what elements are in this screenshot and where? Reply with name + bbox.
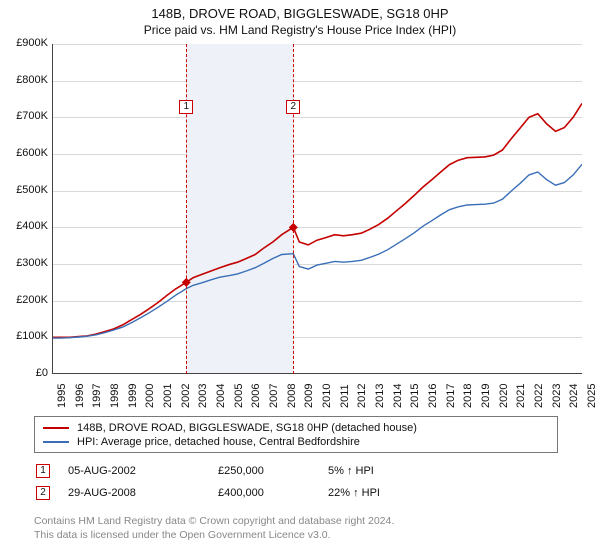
- event-marker-box: 2: [286, 100, 300, 114]
- y-tick-label: £700K: [4, 110, 48, 122]
- x-tick-label: 2008: [286, 384, 298, 408]
- event-row: 1 05-AUG-2002 £250,000 5% ↑ HPI: [34, 460, 558, 482]
- legend-label: 148B, DROVE ROAD, BIGGLESWADE, SG18 0HP …: [77, 422, 417, 434]
- legend-item: HPI: Average price, detached house, Cent…: [43, 435, 549, 449]
- x-tick-label: 2021: [515, 384, 527, 408]
- x-tick-label: 2020: [498, 384, 510, 408]
- x-tick-label: 1998: [109, 384, 121, 408]
- event-marker-box: 1: [36, 464, 50, 478]
- chart-subtitle: Price paid vs. HM Land Registry's House …: [0, 21, 600, 37]
- legend-label: HPI: Average price, detached house, Cent…: [77, 436, 360, 448]
- legend-swatch: [43, 427, 69, 429]
- y-tick-label: £400K: [4, 220, 48, 232]
- x-tick-label: 2005: [233, 384, 245, 408]
- x-tick-label: 2015: [409, 384, 421, 408]
- attribution-line: Contains HM Land Registry data © Crown c…: [34, 515, 394, 527]
- x-tick-label: 2001: [162, 384, 174, 408]
- attribution-line: This data is licensed under the Open Gov…: [34, 529, 331, 541]
- x-tick-label: 2006: [250, 384, 262, 408]
- attribution: Contains HM Land Registry data © Crown c…: [34, 514, 394, 542]
- y-tick-label: £0: [4, 367, 48, 379]
- event-pct-vs-hpi: 5% ↑ HPI: [328, 465, 448, 477]
- x-tick-label: 2007: [268, 384, 280, 408]
- plot-axes: [52, 44, 582, 374]
- y-tick-label: £900K: [4, 37, 48, 49]
- y-tick-label: £300K: [4, 257, 48, 269]
- event-date: 29-AUG-2008: [68, 487, 218, 499]
- y-tick-label: £600K: [4, 147, 48, 159]
- chart-title: 148B, DROVE ROAD, BIGGLESWADE, SG18 0HP: [0, 0, 600, 21]
- y-tick-label: £500K: [4, 184, 48, 196]
- x-tick-label: 2009: [303, 384, 315, 408]
- x-tick-label: 1997: [91, 384, 103, 408]
- x-tick-label: 2018: [462, 384, 474, 408]
- event-marker-box: 2: [36, 486, 50, 500]
- y-tick-label: £200K: [4, 294, 48, 306]
- x-tick-label: 1995: [56, 384, 68, 408]
- event-row: 2 29-AUG-2008 £400,000 22% ↑ HPI: [34, 482, 558, 504]
- x-tick-label: 2000: [144, 384, 156, 408]
- x-tick-label: 2011: [339, 384, 351, 408]
- x-tick-label: 2014: [392, 384, 404, 408]
- event-price: £250,000: [218, 465, 328, 477]
- legend-item: 148B, DROVE ROAD, BIGGLESWADE, SG18 0HP …: [43, 421, 549, 435]
- event-marker-box: 1: [179, 100, 193, 114]
- x-tick-label: 2002: [180, 384, 192, 408]
- x-tick-label: 2022: [533, 384, 545, 408]
- x-tick-label: 2023: [551, 384, 563, 408]
- legend: 148B, DROVE ROAD, BIGGLESWADE, SG18 0HP …: [34, 416, 558, 453]
- x-tick-label: 1999: [127, 384, 139, 408]
- y-tick-label: £800K: [4, 74, 48, 86]
- event-pct-vs-hpi: 22% ↑ HPI: [328, 487, 448, 499]
- events-table: 1 05-AUG-2002 £250,000 5% ↑ HPI 2 29-AUG…: [34, 460, 558, 504]
- x-tick-label: 2003: [197, 384, 209, 408]
- x-tick-label: 2017: [445, 384, 457, 408]
- x-tick-label: 2024: [568, 384, 580, 408]
- event-price: £400,000: [218, 487, 328, 499]
- x-tick-label: 2010: [321, 384, 333, 408]
- event-date: 05-AUG-2002: [68, 465, 218, 477]
- x-tick-label: 2025: [586, 384, 598, 408]
- x-tick-label: 2012: [356, 384, 368, 408]
- x-tick-label: 2013: [374, 384, 386, 408]
- chart-container: 148B, DROVE ROAD, BIGGLESWADE, SG18 0HP …: [0, 0, 600, 560]
- y-tick-label: £100K: [4, 330, 48, 342]
- legend-swatch: [43, 441, 69, 443]
- x-tick-label: 1996: [74, 384, 86, 408]
- x-tick-label: 2019: [480, 384, 492, 408]
- x-tick-label: 2004: [215, 384, 227, 408]
- x-tick-label: 2016: [427, 384, 439, 408]
